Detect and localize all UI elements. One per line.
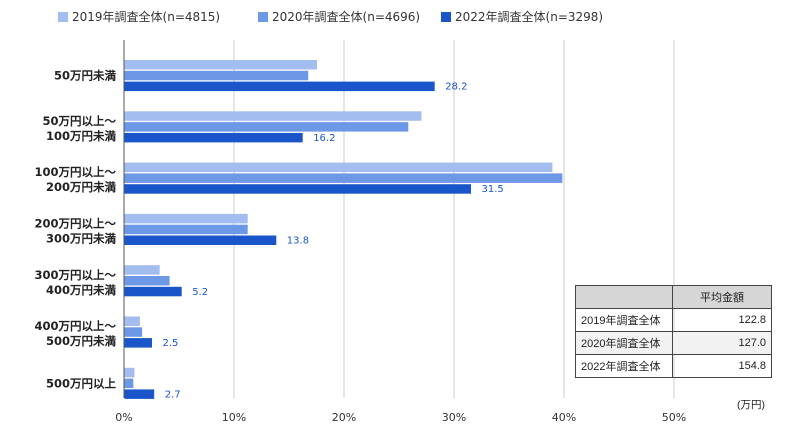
x-tick-label: 40% — [552, 411, 576, 424]
data-label: 28.2 — [445, 82, 467, 93]
bar — [124, 338, 152, 348]
category-label: 500万円以上 — [46, 376, 117, 390]
bar — [124, 162, 553, 173]
legend-label: 2022年調査全体(n=3298) — [455, 9, 603, 24]
data-label: 2.5 — [163, 338, 179, 349]
category-label: 100万円以上～ — [34, 165, 116, 179]
bar — [124, 265, 160, 275]
category-label: 200万円以上～ — [34, 216, 116, 230]
bar — [124, 213, 248, 224]
legend-swatch — [258, 12, 268, 22]
bar — [124, 276, 170, 286]
bar — [124, 235, 277, 245]
x-tick-label: 50% — [662, 411, 686, 424]
table-row: 2020年調査全体 127.0 — [575, 331, 772, 355]
bar — [124, 378, 134, 389]
bar — [124, 184, 471, 194]
bar — [124, 173, 563, 183]
legend-label: 2020年調査全体(n=4696) — [272, 9, 420, 24]
bar — [124, 111, 422, 121]
x-tick-label: 0% — [115, 411, 132, 424]
bar — [124, 132, 303, 143]
table-row-label: 2019年調査全体 — [575, 308, 673, 332]
bar — [124, 122, 409, 132]
category-label: 500万円未満 — [46, 334, 117, 348]
bar — [124, 224, 248, 235]
table-row: 2022年調査全体 154.8 — [575, 354, 772, 378]
category-label: 50万円以上～ — [42, 114, 116, 128]
table-row-label: 2022年調査全体 — [575, 354, 673, 378]
bar — [124, 367, 135, 378]
data-label: 16.2 — [313, 133, 335, 144]
data-label: 13.8 — [287, 236, 309, 247]
table-header-row: 平均金額 — [575, 285, 772, 309]
table-row-value: 127.0 — [672, 331, 772, 355]
category-label: 400万円以上～ — [34, 319, 116, 333]
data-label: 5.2 — [192, 287, 208, 298]
table-header-average: 平均金額 — [672, 285, 772, 309]
category-label: 400万円未満 — [46, 283, 117, 297]
table-row-value: 122.8 — [672, 308, 772, 332]
bar — [124, 286, 182, 297]
legend-swatch — [441, 12, 451, 22]
legend-swatch — [58, 12, 68, 22]
category-label: 50万円未満 — [54, 69, 117, 83]
bar — [124, 327, 143, 337]
data-label: 2.7 — [165, 389, 181, 400]
bar — [124, 60, 317, 70]
category-label: 100万円未満 — [46, 129, 117, 143]
table-header-corner — [575, 285, 673, 309]
average-amount-table: 平均金額 2019年調査全体 122.8 2020年調査全体 127.0 202… — [575, 285, 772, 378]
bar — [124, 316, 140, 326]
table-row-value: 154.8 — [672, 354, 772, 378]
x-tick-label: 10% — [222, 411, 246, 424]
data-label: 31.5 — [482, 184, 504, 195]
category-label: 200万円未満 — [46, 180, 117, 194]
x-tick-label: 30% — [442, 411, 466, 424]
bar — [124, 70, 309, 81]
legend-label: 2019年調査全体(n=4815) — [72, 9, 220, 24]
category-label: 300万円未満 — [46, 231, 117, 245]
table-unit-label: (万円) — [737, 399, 765, 411]
bar — [124, 81, 435, 92]
table-row: 2019年調査全体 122.8 — [575, 308, 772, 332]
x-tick-label: 20% — [332, 411, 356, 424]
table-row-label: 2020年調査全体 — [575, 331, 673, 355]
category-label: 300万円以上～ — [34, 268, 116, 282]
bar — [124, 389, 155, 399]
